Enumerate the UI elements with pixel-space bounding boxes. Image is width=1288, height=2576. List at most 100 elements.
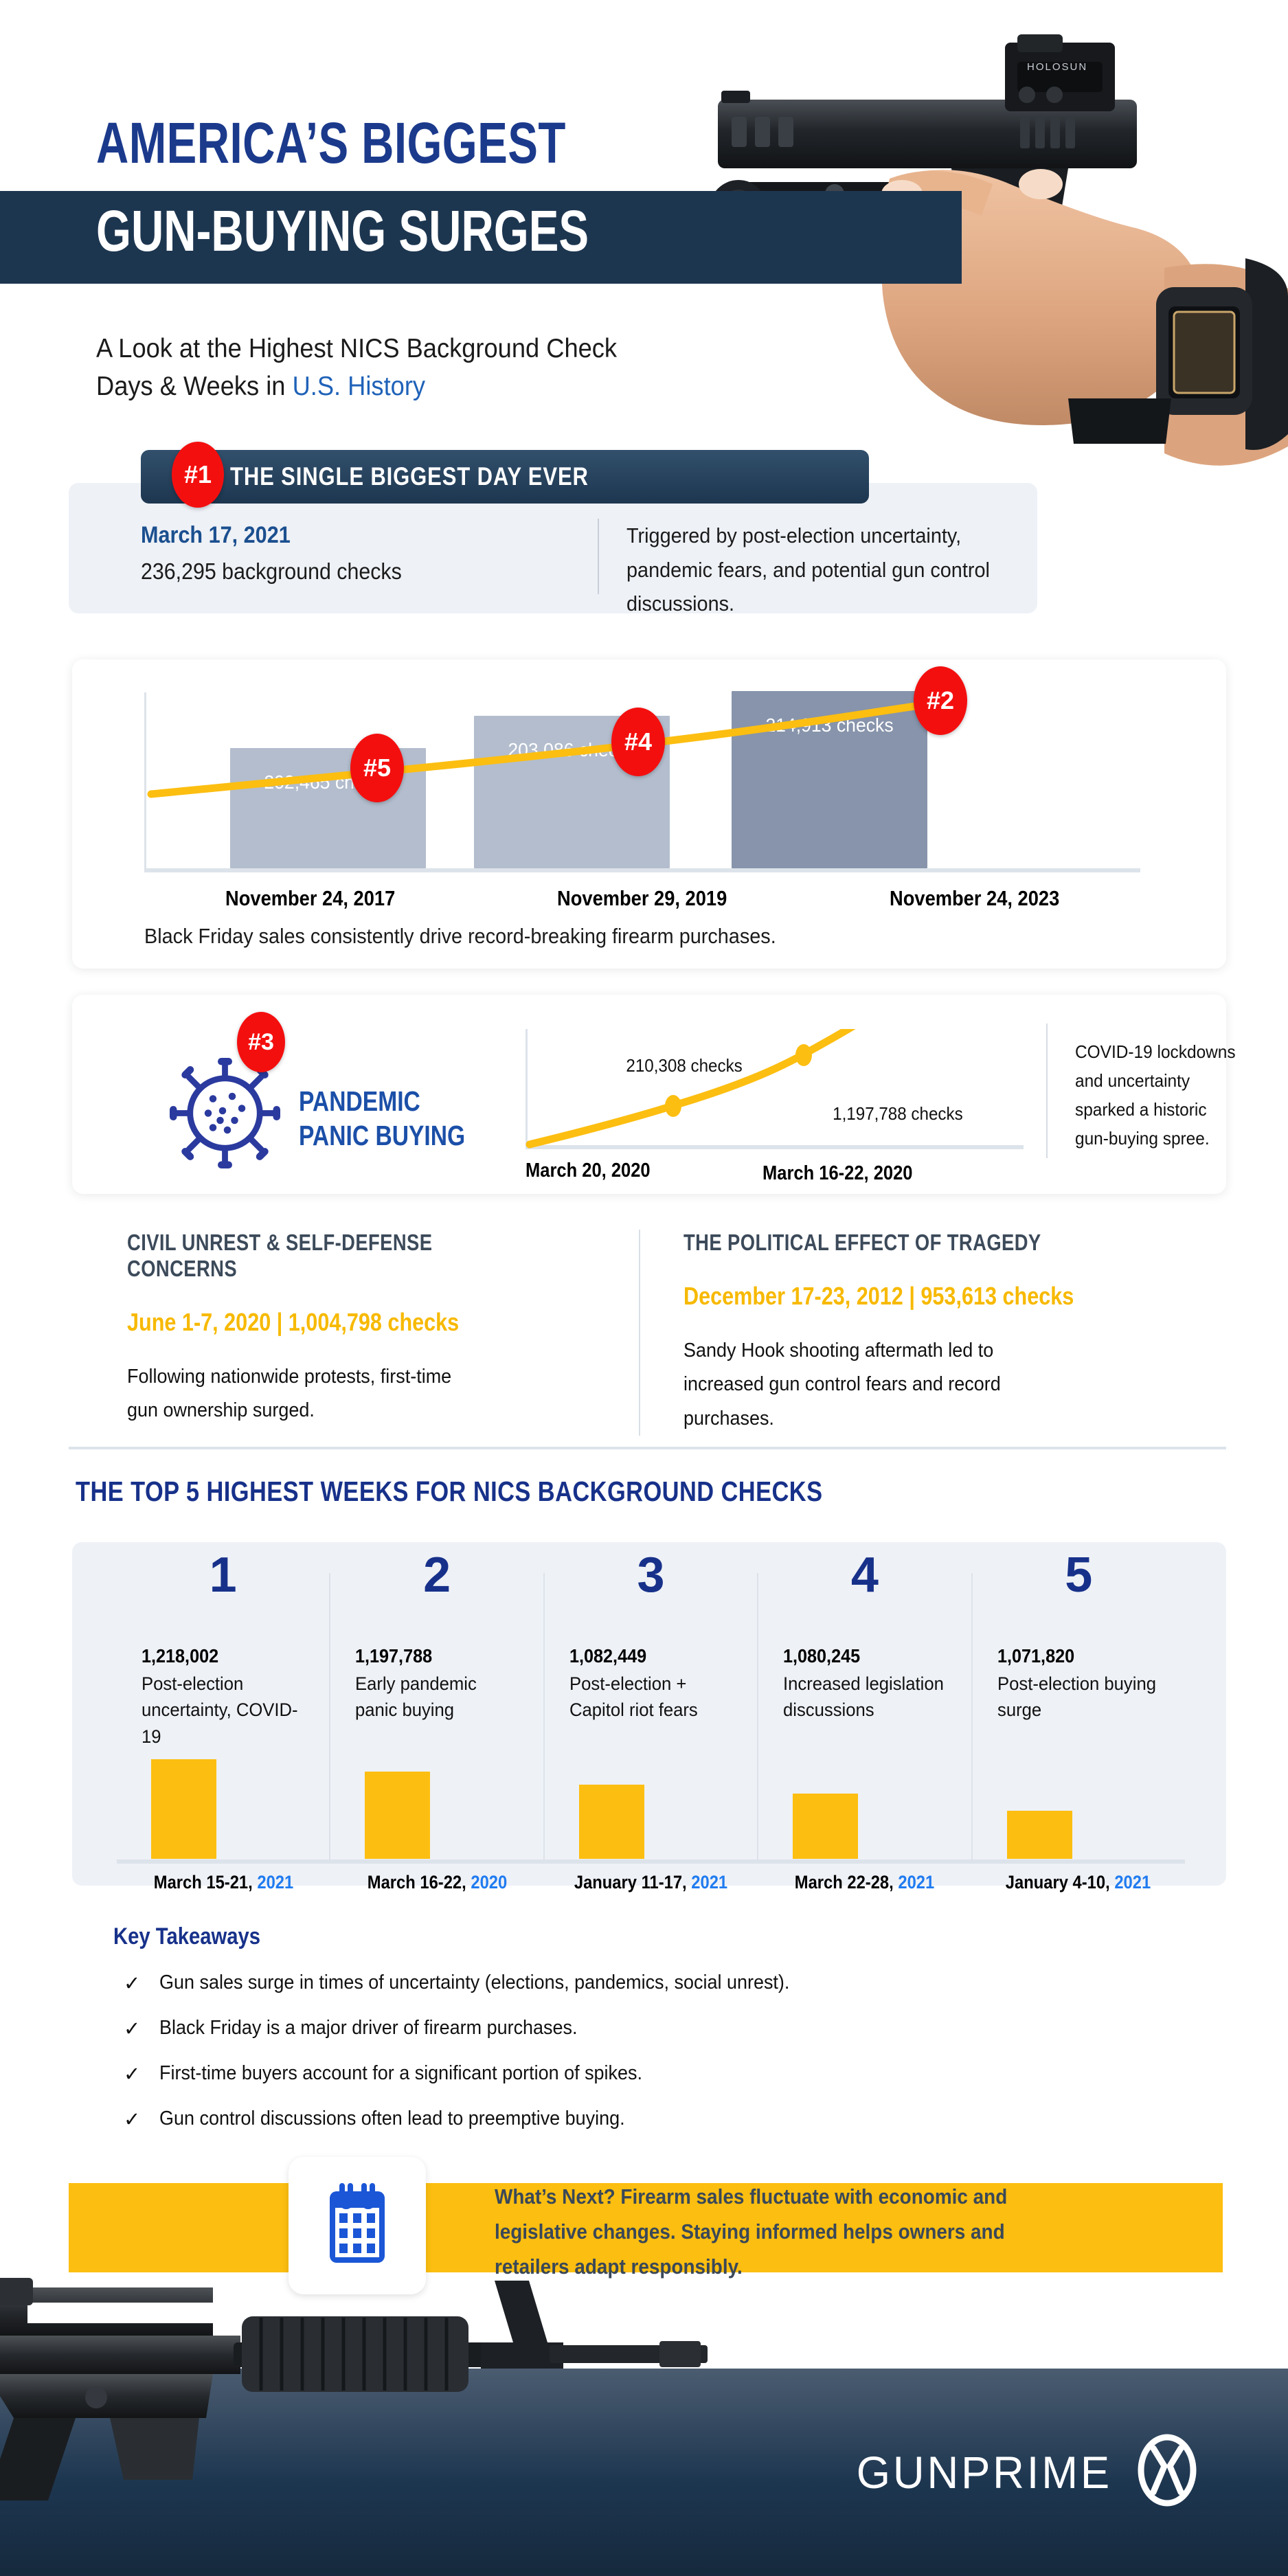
bar xyxy=(151,1759,216,1859)
date-month: March 16-22, xyxy=(367,1872,466,1893)
date-month: January 11-17, xyxy=(574,1872,687,1893)
biggest-day-description: Triggered by post-election uncertainty, … xyxy=(626,523,990,616)
political-tragedy-body: Sandy Hook shooting aftermath led to inc… xyxy=(683,1340,1001,1430)
black-friday-caption: Black Friday sales consistently drive re… xyxy=(144,924,776,948)
check-icon: ✓ xyxy=(124,2109,141,2131)
bar xyxy=(1006,1811,1072,1859)
black-friday-plot: 202,465 checks 203,086 checks 214,913 ch… xyxy=(144,666,1140,872)
coronavirus-icon xyxy=(165,1053,285,1173)
x-label-2023: November 24, 2023 xyxy=(889,886,1059,910)
date-year: 2021 xyxy=(1114,1872,1151,1893)
vertical-divider xyxy=(1046,1024,1048,1158)
pandemic-note: COVID-19 lockdowns and uncertainty spark… xyxy=(1075,1041,1236,1149)
top5-item-2: 2 1,197,788 Early pandemic panic buying xyxy=(329,1548,543,1862)
x-label-2017: November 24, 2017 xyxy=(225,886,396,910)
list-item-label: Gun sales surge in times of uncertainty … xyxy=(159,1971,790,1993)
rank-badge-4: #4 xyxy=(611,708,665,776)
civil-unrest-body: Following nationwide protests, first-tim… xyxy=(127,1366,452,1422)
whats-next-text: What’s Next? Firearm sales fluctuate wit… xyxy=(495,2184,1008,2279)
list-item-label: First-time buyers account for a signific… xyxy=(159,2062,643,2084)
biggest-day-heading-bar: THE SINGLE BIGGEST DAY EVER xyxy=(141,450,869,504)
date-label-3: January 11-17, 2021 xyxy=(557,1872,745,1893)
rank-number: 2 xyxy=(423,1548,451,1603)
checks-description: Early pandemic panic buying xyxy=(355,1673,477,1721)
top5-item-5: 5 1,071,820 Post-election buying surge xyxy=(971,1548,1185,1862)
date-month: January 4-10, xyxy=(1005,1872,1110,1893)
pandemic-title: PANDEMIC PANIC BUYING xyxy=(299,1084,465,1153)
pandemic-value-right: 1,197,788 checks xyxy=(833,1103,963,1124)
checks-description: Post-election buying surge xyxy=(997,1673,1156,1721)
list-item: ✓ Gun control discussions often lead to … xyxy=(124,2108,1154,2153)
rank-badge-5: #5 xyxy=(350,734,404,802)
rank-badge-1: #1 xyxy=(172,442,224,508)
list-item: ✓ Gun sales surge in times of uncertaint… xyxy=(124,1971,1154,2017)
top5-item-3: 3 1,082,449 Post-election + Capitol riot… xyxy=(543,1548,757,1862)
subtitle-highlight: U.S. History xyxy=(292,372,426,402)
rank-number: 1 xyxy=(209,1548,237,1603)
checks-value: 1,071,820 xyxy=(997,1645,1074,1667)
top5-columns: 1 1,218,002 Post-election uncertainty, C… xyxy=(117,1548,1185,1862)
gunprime-crosshair-logo xyxy=(1136,2432,1199,2512)
key-takeaways-title: Key Takeaways xyxy=(113,1923,261,1950)
political-tragedy-heading: THE POLITICAL EFFECT OF TRAGEDY xyxy=(683,1230,1041,1255)
political-tragedy-stat: December 17-23, 2012 | 953,613 checks xyxy=(683,1282,1074,1310)
x-axis xyxy=(526,1145,1024,1149)
ar15-rifle-photo xyxy=(0,2274,708,2500)
civil-unrest-heading: CIVIL UNREST & SELF-DEFENSE CONCERNS xyxy=(127,1230,433,1281)
date-year: 2020 xyxy=(471,1872,508,1893)
biggest-day-heading: THE SINGLE BIGGEST DAY EVER xyxy=(230,462,589,490)
bar xyxy=(793,1794,859,1859)
svg-text:HOLOSUN: HOLOSUN xyxy=(1027,61,1087,73)
political-tragedy-column: THE POLITICAL EFFECT OF TRAGEDY December… xyxy=(683,1230,1164,1436)
civil-unrest-stat: June 1-7, 2020 | 1,004,798 checks xyxy=(127,1308,460,1336)
biggest-day-checks: 236,295 background checks xyxy=(141,558,402,584)
two-column-section: CIVIL UNREST & SELF-DEFENSE CONCERNS Jun… xyxy=(0,1230,1288,1463)
date-month: March 15-21, xyxy=(153,1872,253,1893)
date-year: 2021 xyxy=(898,1872,935,1893)
title-navy-band xyxy=(0,191,962,284)
x-label-2019: November 29, 2019 xyxy=(557,886,727,910)
rank-number: 3 xyxy=(637,1548,665,1603)
date-label-1: March 15-21, 2021 xyxy=(130,1872,318,1893)
pandemic-plot: 210,308 checks 1,197,788 checks xyxy=(526,1029,1024,1149)
checks-description: Post-election uncertainty, COVID-19 xyxy=(142,1673,298,1747)
bar xyxy=(578,1785,644,1859)
list-item: ✓ First-time buyers account for a signif… xyxy=(124,2062,1154,2108)
vertical-divider xyxy=(598,519,599,594)
section-divider xyxy=(69,1447,1226,1449)
top5-section-title: THE TOP 5 HIGHEST WEEKS FOR NICS BACKGRO… xyxy=(76,1476,823,1507)
date-label-2: March 16-22, 2020 xyxy=(343,1872,532,1893)
top5-card: 1 1,218,002 Post-election uncertainty, C… xyxy=(72,1542,1226,1893)
date-month: March 22-28, xyxy=(794,1872,894,1893)
pandemic-title-line2: PANIC BUYING xyxy=(299,1120,466,1152)
hero-section: HOLOSUN TLR-1 HL xyxy=(0,0,1288,481)
rank-badge-2: #2 xyxy=(914,666,967,735)
holosun-optic: HOLOSUN xyxy=(1005,34,1115,111)
biggest-day-date: March 17, 2021 xyxy=(141,522,291,548)
gunprime-logo: GUNPRIME xyxy=(851,2432,1199,2512)
checks-value: 1,197,788 xyxy=(355,1645,433,1667)
footer xyxy=(0,2369,1288,2576)
list-item: ✓ Black Friday is a major driver of fire… xyxy=(124,2017,1154,2062)
smart-watch xyxy=(1156,287,1252,415)
checks-value: 1,218,002 xyxy=(142,1645,219,1667)
top5-baseline xyxy=(117,1860,1185,1864)
page-title-line1: AMERICA’S BIGGEST xyxy=(96,111,566,175)
subtitle-text: A Look at the Highest NICS Background Ch… xyxy=(96,334,618,402)
check-icon: ✓ xyxy=(124,1973,141,1995)
civil-unrest-column: CIVIL UNREST & SELF-DEFENSE CONCERNS Jun… xyxy=(127,1230,608,1428)
whats-next-icon-box xyxy=(289,2157,426,2294)
page-title-line2: GUN-BUYING SURGES xyxy=(96,199,589,263)
rank-badge-3: #3 xyxy=(237,1012,285,1072)
top5-item-4: 4 1,080,245 Increased legislation discus… xyxy=(757,1548,971,1862)
pandemic-date-right: March 16-22, 2020 xyxy=(762,1162,913,1184)
checks-value: 1,082,449 xyxy=(569,1645,646,1667)
list-item-label: Gun control discussions often lead to pr… xyxy=(159,2108,625,2129)
whats-next-banner xyxy=(69,2183,1223,2272)
check-icon: ✓ xyxy=(124,2064,141,2086)
checks-value: 1,080,245 xyxy=(783,1645,861,1667)
date-label-5: January 4-10, 2021 xyxy=(984,1872,1173,1893)
y-axis xyxy=(144,692,146,872)
logo-wordmark: GUNPRIME xyxy=(857,2446,1113,2498)
x-axis xyxy=(144,868,1140,872)
